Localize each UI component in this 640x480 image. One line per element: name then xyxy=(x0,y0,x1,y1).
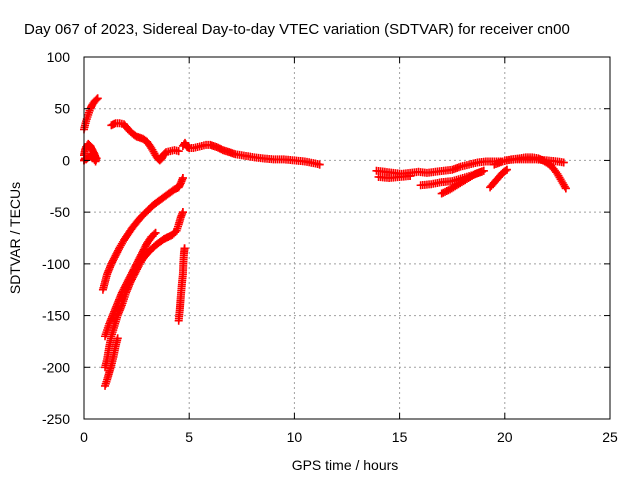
series-arc-n xyxy=(486,165,511,192)
x-tick-label: 15 xyxy=(392,429,408,445)
y-tick-label: 0 xyxy=(62,152,70,168)
x-tick-label: 10 xyxy=(287,429,303,445)
y-tick-label: -50 xyxy=(50,204,70,220)
series-arc-a xyxy=(80,94,102,134)
plus-marker xyxy=(561,184,570,193)
axis-ticks xyxy=(83,56,611,420)
plus-marker xyxy=(92,95,101,104)
plus-marker xyxy=(178,208,187,217)
series-arc-m xyxy=(437,166,488,198)
plus-marker xyxy=(479,166,488,175)
y-tick-label: 50 xyxy=(54,101,70,117)
x-tick-label: 25 xyxy=(602,429,618,445)
series-arc-b xyxy=(80,139,101,166)
plus-marker xyxy=(174,147,183,156)
grid-lines xyxy=(84,57,610,419)
y-axis-title: SDTVAR / TECUs xyxy=(7,182,23,294)
chart-title: Day 067 of 2023, Sidereal Day-to-day VTE… xyxy=(24,21,570,38)
series-arc-i xyxy=(174,244,189,325)
series-arc-k xyxy=(374,171,415,183)
series-arc-c xyxy=(107,119,183,165)
data-points xyxy=(80,94,570,390)
series-arc-p xyxy=(500,155,568,167)
y-tick-label: -200 xyxy=(42,359,70,375)
y-tick-labels: 100 50 0 -50 -100 -150 -200 -250 xyxy=(42,49,70,427)
plus-marker xyxy=(406,171,415,180)
plus-marker xyxy=(501,166,510,175)
y-tick-label: 100 xyxy=(47,49,71,65)
y-tick-label: -250 xyxy=(42,411,70,427)
series-arc-d xyxy=(178,138,324,169)
plus-marker xyxy=(315,160,324,169)
series-arc-h xyxy=(101,334,122,390)
plot-frame xyxy=(83,56,611,420)
plus-marker xyxy=(150,230,159,239)
x-tick-label: 20 xyxy=(497,429,513,445)
plus-marker xyxy=(502,165,511,174)
plus-marker xyxy=(559,158,568,167)
plus-marker xyxy=(178,174,187,183)
plus-marker xyxy=(180,244,189,253)
plus-marker xyxy=(93,94,102,103)
plus-marker xyxy=(560,182,569,191)
x-tick-labels: 0 5 10 15 20 25 xyxy=(80,429,618,445)
x-axis-title: GPS time / hours xyxy=(292,457,399,473)
plus-marker xyxy=(113,334,122,343)
y-tick-label: -150 xyxy=(42,308,70,324)
y-tick-label: -100 xyxy=(42,256,70,272)
x-tick-label: 0 xyxy=(80,429,88,445)
x-tick-label: 5 xyxy=(185,429,193,445)
plus-marker xyxy=(151,228,160,237)
series-arc-e xyxy=(98,174,187,294)
